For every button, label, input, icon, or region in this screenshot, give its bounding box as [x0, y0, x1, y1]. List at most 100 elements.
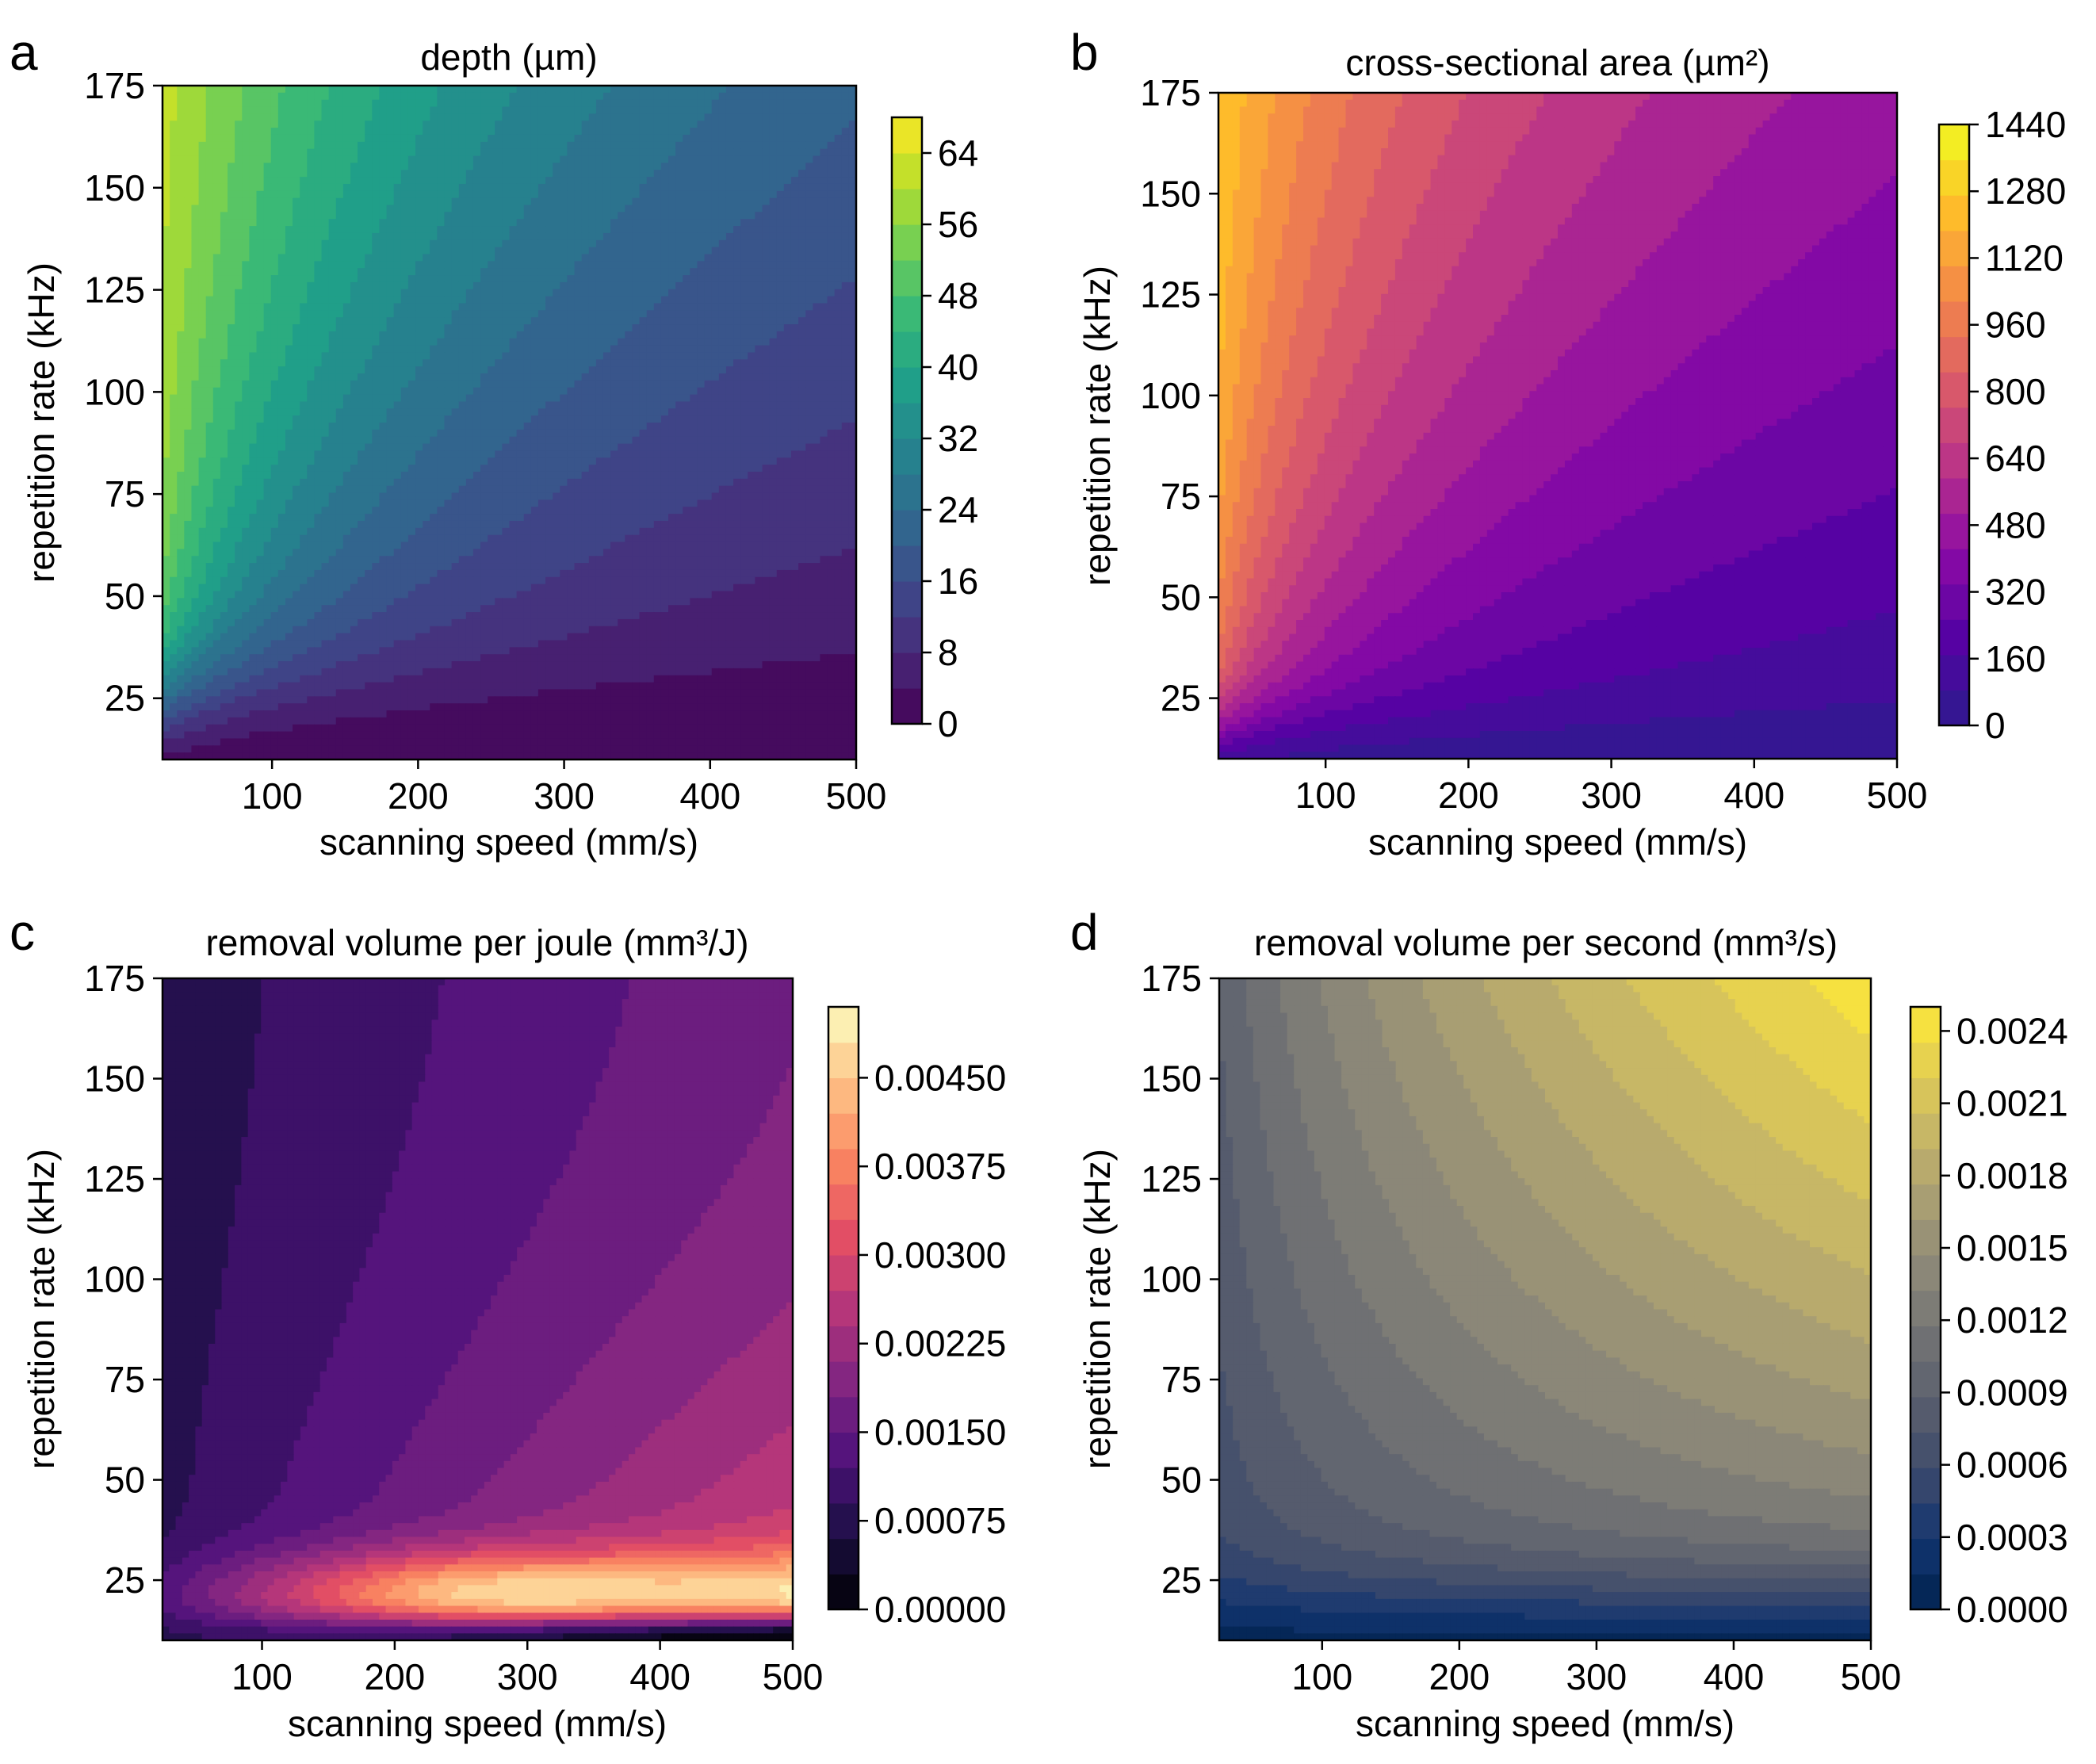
contour-cell: [393, 99, 402, 108]
contour-cell: [632, 177, 641, 185]
contour-cell: [813, 268, 821, 276]
contour-cell: [451, 128, 460, 136]
contour-cell: [365, 99, 373, 108]
contour-cell: [472, 331, 481, 339]
contour-cell: [488, 183, 495, 192]
contour-cell: [235, 141, 243, 150]
contour-cell: [618, 268, 625, 276]
contour-cell: [567, 163, 576, 170]
contour-cell: [653, 317, 662, 325]
contour-cell: [300, 387, 308, 396]
contour-cell: [545, 183, 553, 192]
contour-cell: [263, 170, 272, 178]
contour-cell: [220, 331, 228, 339]
contour-cell: [602, 310, 611, 318]
contour-cell: [451, 408, 460, 416]
contour-cell: [249, 86, 258, 94]
contour-cell: [198, 226, 207, 234]
contour-cell: [697, 373, 706, 381]
contour-cell: [423, 177, 430, 185]
contour-cell: [639, 429, 648, 438]
contour-cell: [798, 415, 806, 423]
contour-cell: [379, 155, 388, 163]
contour-cell: [610, 268, 618, 276]
contour-cell: [458, 310, 467, 318]
contour-cell: [488, 296, 495, 304]
contour-cell: [256, 106, 265, 115]
contour-cell: [595, 113, 604, 121]
contour-cell: [163, 415, 170, 423]
contour-cell: [813, 219, 821, 227]
contour-cell: [509, 226, 518, 234]
contour-cell: [798, 99, 806, 108]
contour-cell: [328, 408, 337, 416]
contour-cell: [509, 92, 518, 101]
contour-cell: [321, 380, 330, 388]
contour-cell: [465, 254, 474, 262]
contour-cell: [437, 268, 446, 276]
contour-cell: [632, 415, 641, 423]
contour-cell: [228, 324, 235, 332]
contour-cell: [733, 106, 741, 115]
contour-cell: [660, 141, 669, 150]
contour-cell: [545, 338, 553, 346]
contour-cell: [748, 226, 755, 234]
contour-cell: [827, 387, 836, 396]
contour-cell: [465, 324, 474, 332]
contour-cell: [502, 134, 511, 143]
contour-cell: [683, 317, 690, 325]
contour-cell: [163, 183, 170, 192]
contour-cell: [776, 380, 785, 388]
contour-cell: [748, 197, 755, 206]
contour-cell: [632, 401, 641, 409]
contour-cell: [625, 275, 633, 283]
contour-cell: [430, 317, 438, 325]
contour-cell: [704, 113, 713, 121]
contour-cell: [560, 226, 568, 234]
contour-cell: [588, 226, 597, 234]
contour-cell: [314, 239, 323, 248]
contour-cell: [581, 197, 590, 206]
contour-cell: [820, 261, 828, 269]
contour-cell: [502, 92, 511, 101]
contour-cell: [502, 359, 511, 367]
contour-cell: [444, 436, 453, 445]
contour-cell: [430, 373, 438, 381]
contour-cell: [184, 436, 193, 445]
contour-cell: [588, 212, 597, 220]
contour-cell: [530, 443, 539, 452]
contour-cell: [618, 289, 625, 297]
contour-cell: [545, 247, 553, 255]
contour-cell: [516, 141, 525, 150]
contour-cell: [660, 352, 669, 360]
contour-cell: [813, 163, 821, 170]
contour-cell: [675, 415, 683, 423]
contour-cell: [740, 366, 748, 374]
contour-cell: [827, 359, 836, 367]
contour-cell: [711, 394, 720, 403]
contour-cell: [632, 254, 641, 262]
contour-cell: [646, 380, 655, 388]
contour-cell: [697, 261, 706, 269]
contour-cell: [430, 121, 438, 128]
contour-cell: [488, 232, 495, 241]
contour-cell: [263, 338, 272, 346]
contour-cell: [740, 113, 748, 121]
contour-cell: [235, 415, 243, 423]
contour-cell: [790, 359, 799, 367]
contour-cell: [516, 338, 525, 346]
contour-cell: [805, 170, 813, 178]
contour-cell: [711, 177, 720, 185]
contour-cell: [342, 247, 351, 255]
contour-cell: [668, 373, 676, 381]
contour-cell: [242, 268, 250, 276]
contour-cell: [740, 92, 748, 101]
contour-cell: [191, 254, 200, 262]
contour-cell: [256, 134, 265, 143]
contour-cell: [235, 226, 243, 234]
contour-cell: [430, 289, 438, 297]
contour-cell: [191, 331, 200, 339]
contour-cell: [602, 190, 611, 199]
contour-cell: [488, 141, 495, 150]
contour-cell: [242, 212, 250, 220]
